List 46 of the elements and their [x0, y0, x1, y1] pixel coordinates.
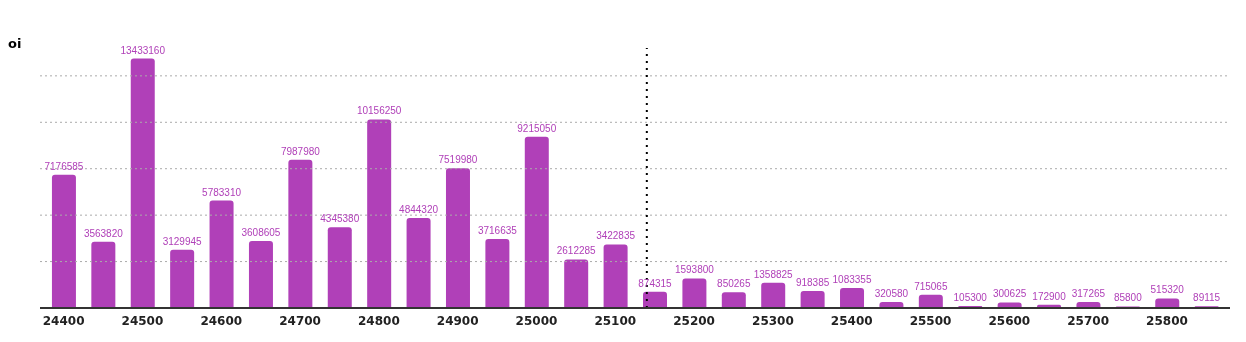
- data-label: 918385: [795, 276, 830, 288]
- y-axis-title: oi: [8, 36, 22, 51]
- x-tick-label: 25300: [752, 313, 794, 328]
- data-label: 4844320: [399, 204, 439, 216]
- data-label: 10156250: [356, 105, 402, 117]
- x-tick-label: 24900: [436, 313, 479, 328]
- data-label: 874315: [638, 277, 673, 289]
- data-label: 7176585: [44, 160, 84, 172]
- data-label: 172900: [1032, 290, 1067, 302]
- data-label: 3716635: [477, 224, 518, 236]
- data-label: 320580: [874, 288, 909, 300]
- x-tick-label: 24500: [121, 313, 164, 328]
- x-tick-label: 24600: [200, 313, 243, 328]
- x-tick-label: 25200: [673, 313, 715, 328]
- x-tick-label: 25800: [1146, 313, 1188, 328]
- data-label: 5783310: [202, 186, 242, 198]
- x-tick-label: 25700: [1067, 313, 1110, 328]
- data-label: 105300: [953, 292, 988, 304]
- x-tick-label: 25600: [988, 313, 1031, 328]
- x-tick-label: 25000: [515, 313, 558, 328]
- x-tick-label: 25500: [909, 313, 952, 328]
- data-label: 715065: [914, 280, 948, 292]
- data-label: 85800: [1113, 292, 1143, 304]
- x-tick-label: 25400: [830, 313, 873, 328]
- data-label: 4345380: [320, 213, 360, 225]
- data-label: 3129945: [162, 235, 203, 247]
- data-label: 515320: [1150, 284, 1185, 296]
- x-tick-label: 24400: [42, 313, 85, 328]
- data-label: 13433160: [120, 44, 166, 56]
- data-label: 1593800: [674, 264, 715, 276]
- x-tick-label: 24700: [279, 313, 321, 328]
- data-label: 89115: [1193, 292, 1221, 304]
- data-label: 300625: [992, 288, 1027, 300]
- data-label: 3608605: [241, 226, 281, 238]
- data-label: 3422835: [596, 230, 636, 242]
- data-label: 2612285: [556, 245, 597, 257]
- data-label: 317265: [1071, 288, 1106, 300]
- data-label: 7987980: [280, 145, 321, 157]
- data-label: 1083355: [832, 273, 872, 285]
- x-tick-label: 25100: [594, 313, 637, 328]
- data-label: 850265: [717, 278, 751, 290]
- data-label: 7519980: [438, 154, 478, 166]
- data-label: 9215050: [517, 122, 557, 134]
- x-tick-label: 24800: [358, 313, 400, 328]
- data-label: 3563820: [83, 227, 124, 239]
- data-label: 1358825: [753, 268, 794, 280]
